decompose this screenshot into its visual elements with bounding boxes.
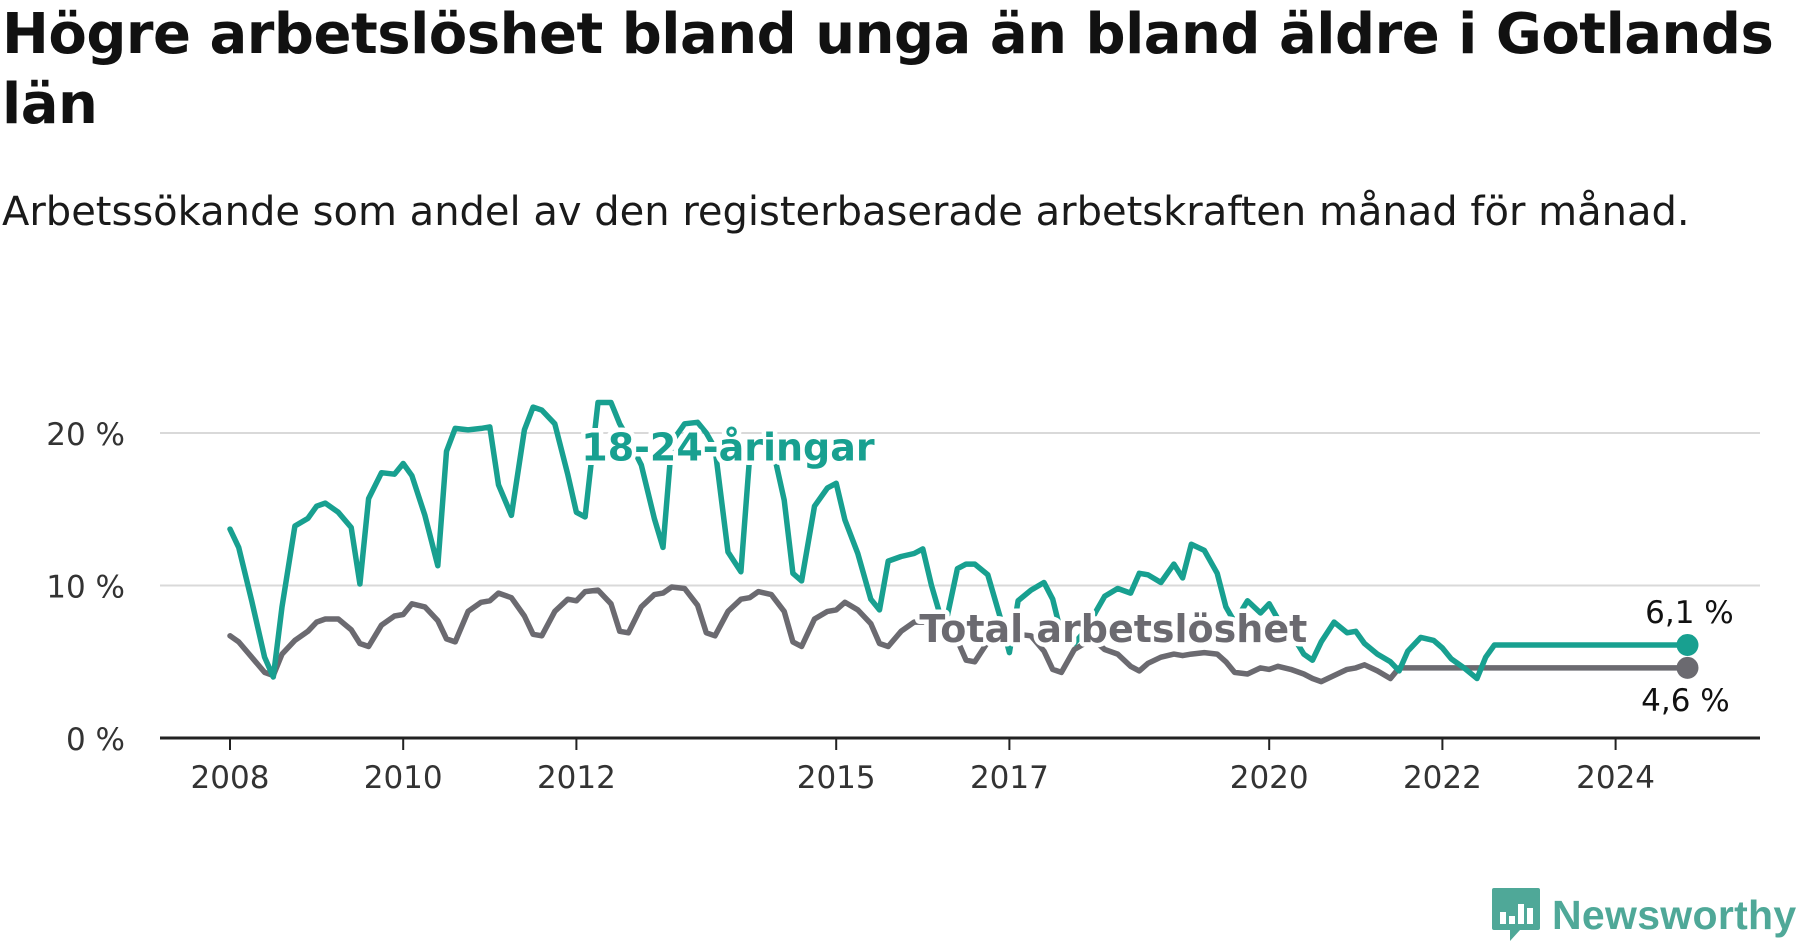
series-label-halo: Total arbetslöshet [919, 607, 1307, 651]
series-label-halo: 18-24-åringar [581, 425, 875, 469]
chart-title: Högre arbetslöshet bland unga än bland ä… [2, 2, 1774, 137]
chart-subtitle: Arbetssökande som andel av den registerb… [2, 189, 1690, 235]
series-label-total-arbetsloshet: Total arbetslöshet [919, 607, 1307, 651]
y-tick-label: 0 % [66, 722, 125, 758]
x-tick-label: 2024 [1576, 760, 1655, 796]
end-point-total-arbetsloshet [1676, 656, 1699, 679]
newsworthy-brand-name: Newsworthy [1552, 891, 1797, 938]
y-tick-label: 10 % [46, 570, 125, 606]
y-tick-label: 20 % [46, 417, 125, 453]
newsworthy-brand[interactable]: Newsworthy [1490, 886, 1797, 944]
x-tick-label: 2020 [1230, 760, 1309, 796]
x-tick-label: 2022 [1403, 760, 1482, 796]
series-lines [227, 399, 1699, 685]
x-tick-label: 2017 [970, 760, 1049, 796]
end-point-18-24-aringar [1676, 633, 1699, 656]
series-line-18-24-aringar [227, 399, 1691, 682]
end-value-label-total-arbetsloshet: 4,6 % [1641, 683, 1730, 719]
x-tick-label: 2010 [364, 760, 443, 796]
newsworthy-logo-icon [1492, 888, 1540, 941]
end-value-label-18-24-aringar: 6,1 % [1645, 595, 1734, 631]
x-tick-label: 2008 [191, 760, 270, 796]
series-line-total-arbetsloshet [227, 584, 1691, 685]
axes: 0 % 10 % 20 % 2008 2010 2012 2015 2017 2020 2022 2… [46, 417, 1760, 796]
gridlines [160, 432, 1760, 587]
series-label-18-24-aringar: 18-24-åringar [581, 425, 875, 469]
x-tick-label: 2012 [537, 760, 616, 796]
x-tick-label: 2015 [797, 760, 876, 796]
